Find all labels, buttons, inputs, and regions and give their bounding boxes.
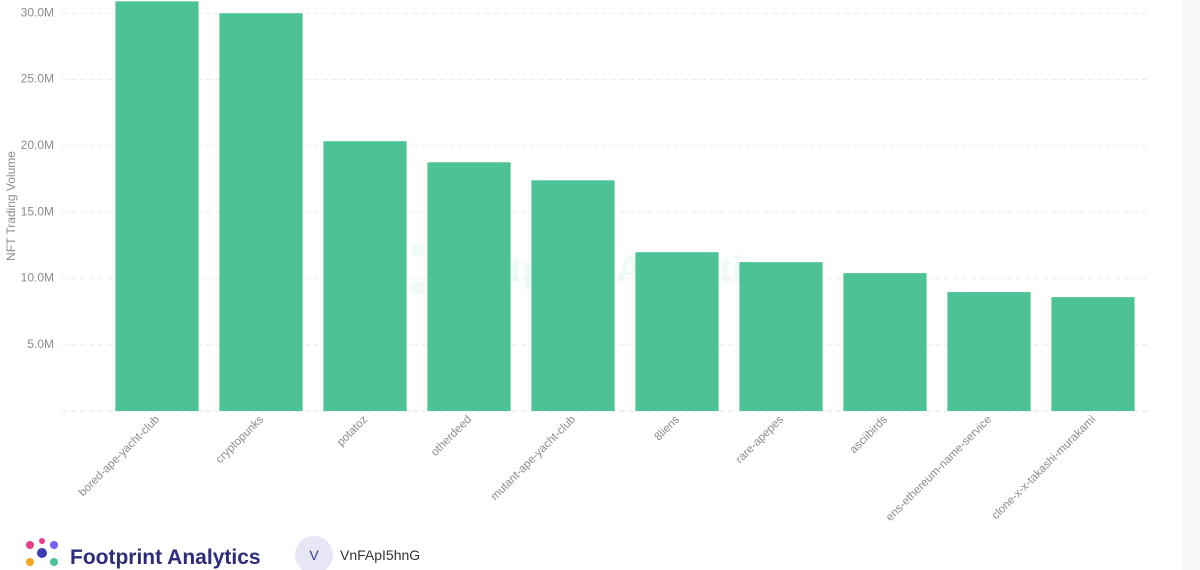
y-tick-label: 20.0M: [21, 138, 54, 152]
bar: [947, 292, 1031, 411]
x-tick-label: bored-ape-yacht-club: [77, 414, 162, 499]
x-tick-label: asciibirds: [848, 413, 891, 456]
avatar: [295, 536, 333, 570]
bar: [323, 141, 407, 412]
watermark: Footprint Analytics: [365, 243, 785, 295]
x-tick-label: otherdeed: [429, 414, 474, 459]
x-tick-label: clone-x-x-takashi-murakami: [990, 414, 1098, 522]
bar: [115, 1, 199, 412]
side-strip: [1183, 0, 1200, 570]
y-tick-label: 30.0M: [21, 5, 54, 19]
bar: [1051, 297, 1135, 411]
y-tick-label: 25.0M: [21, 72, 54, 86]
bar: [531, 180, 615, 411]
footer: Footprint Analytics V VnFApI5hnG: [26, 536, 420, 570]
x-tick-label: cryptopunks: [214, 413, 267, 466]
x-tick-label: 8liens: [652, 413, 682, 443]
avatar-initial: V: [309, 547, 319, 563]
bar: [739, 262, 823, 411]
brand: Footprint Analytics: [70, 546, 261, 569]
y-tick-label: 15.0M: [21, 204, 54, 218]
x-tick-label: potatoz: [335, 413, 370, 448]
bar: [427, 162, 511, 411]
x-tick-label: rare-apepes: [734, 413, 787, 466]
x-tick-label: mutant-ape-yacht-club: [489, 414, 578, 503]
x-tick-label: ens-ethereum-name-service: [884, 414, 994, 524]
bar: [843, 273, 927, 411]
y-axis-label: NFT Trading Volume: [4, 151, 18, 261]
user-name: VnFApI5hnG: [340, 547, 420, 563]
bar: [219, 13, 303, 412]
y-tick-label: 10.0M: [21, 271, 54, 285]
bar: [635, 252, 719, 411]
y-tick-label: 5.0M: [27, 337, 54, 351]
watermark-text: Footprint Analytics: [440, 249, 785, 291]
